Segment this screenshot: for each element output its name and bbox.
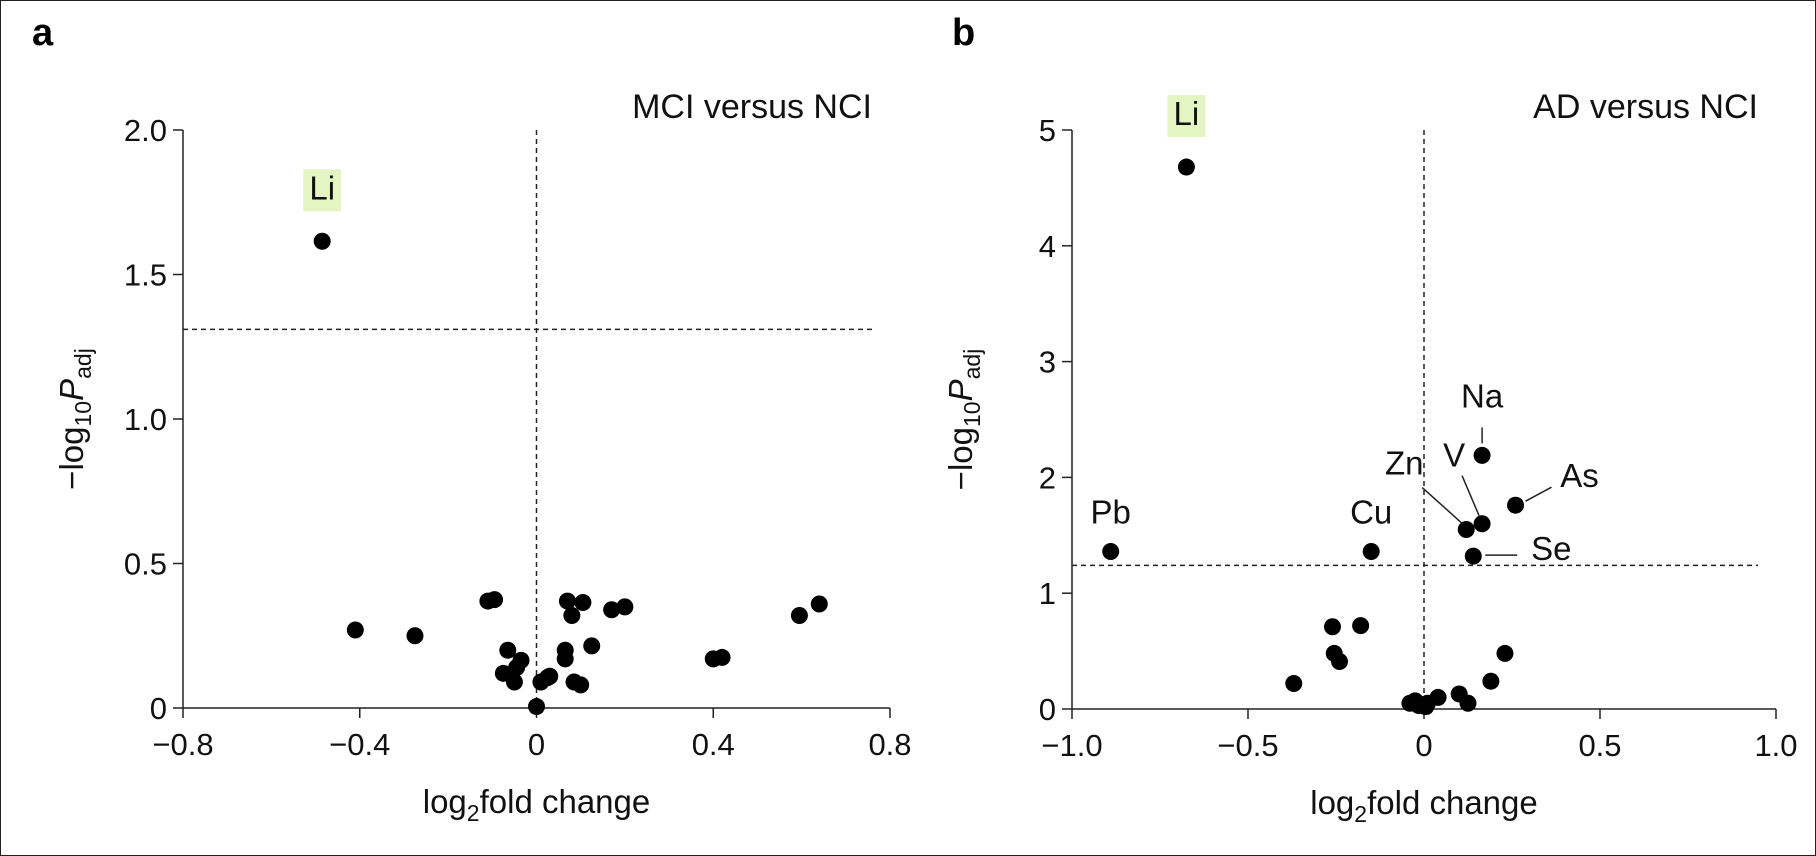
x-tick-label: −0.5 xyxy=(1217,728,1278,763)
data-point xyxy=(603,601,621,619)
point-label-pb: Pb xyxy=(1091,494,1131,531)
data-point xyxy=(486,591,504,609)
x-tick-label: −1.0 xyxy=(1041,728,1102,763)
point-label-zn: Zn xyxy=(1385,445,1424,482)
data-point xyxy=(810,595,828,613)
data-point xyxy=(1457,521,1475,539)
data-point xyxy=(790,607,808,625)
data-point xyxy=(528,698,545,716)
x-tick-label: 0.4 xyxy=(692,727,735,762)
point-label-li: Li xyxy=(1174,95,1200,132)
point-label-as: As xyxy=(1560,457,1599,494)
data-point xyxy=(713,648,731,666)
y-axis-label: −log10Padj xyxy=(942,349,985,491)
data-point xyxy=(563,607,581,625)
x-axis-label: log2fold change xyxy=(423,783,650,826)
x-tick-label: −0.8 xyxy=(152,727,213,762)
data-point xyxy=(1331,653,1349,671)
y-tick-label: 1 xyxy=(1039,576,1056,611)
y-tick-label: 2 xyxy=(1039,460,1056,495)
point-label-cu: Cu xyxy=(1350,494,1392,531)
x-tick-label: 0.5 xyxy=(1578,728,1621,763)
data-point xyxy=(1323,618,1341,636)
y-tick-label: 0.5 xyxy=(124,547,167,582)
data-point xyxy=(1352,617,1370,635)
y-tick-label: 1.0 xyxy=(124,402,167,437)
y-tick-label: 5 xyxy=(1039,113,1056,148)
label-highlight-box xyxy=(1167,95,1206,138)
data-point xyxy=(574,594,592,612)
y-axis-label: −log10Padj xyxy=(53,348,96,490)
data-point xyxy=(1459,694,1477,712)
label-leader-line xyxy=(1525,486,1552,502)
data-point xyxy=(406,627,424,645)
chart-title: AD versus NCI xyxy=(1533,88,1758,126)
point-label-se: Se xyxy=(1531,530,1571,567)
y-tick-label: 3 xyxy=(1039,345,1056,380)
data-point xyxy=(1177,158,1195,176)
y-tick-label: 0 xyxy=(1039,692,1056,727)
point-label-na: Na xyxy=(1461,377,1504,414)
label-leader-line xyxy=(1421,486,1463,525)
data-point xyxy=(512,651,530,669)
data-point xyxy=(616,598,634,616)
y-tick-label: 0 xyxy=(150,691,167,726)
data-point xyxy=(1285,675,1303,693)
data-point xyxy=(1102,543,1120,561)
data-point xyxy=(572,676,590,694)
data-point xyxy=(1496,644,1514,662)
data-point xyxy=(499,641,517,659)
label-highlight-box xyxy=(303,169,342,212)
point-label-v: V xyxy=(1443,437,1465,474)
chart-panel-a: 0 0.5 1.0 1.5 2.0 −0.8 −0.4 0 0.4 0.8 MCI versus N… xyxy=(53,88,912,826)
label-leader-line xyxy=(1461,475,1480,517)
data-point xyxy=(1482,672,1500,690)
y-tick-label: 2.0 xyxy=(124,113,167,148)
data-point xyxy=(346,621,364,639)
data-point xyxy=(541,667,559,685)
x-tick-label: 0 xyxy=(1415,728,1432,763)
data-point xyxy=(505,673,523,691)
data-point xyxy=(558,592,576,610)
y-tick-label: 1.5 xyxy=(124,258,167,293)
data-point xyxy=(1362,543,1380,561)
y-tick-label: 4 xyxy=(1039,229,1056,264)
x-tick-label: −0.4 xyxy=(329,727,390,762)
x-tick-label: 1.0 xyxy=(1754,728,1797,763)
data-point xyxy=(1464,547,1482,565)
x-tick-label: 0.8 xyxy=(868,727,911,762)
data-point xyxy=(1507,496,1525,514)
x-tick-label: 0 xyxy=(528,727,545,762)
x-axis-label: log2fold change xyxy=(1310,784,1537,827)
data-point xyxy=(313,232,331,250)
panel-a-letter: a xyxy=(32,12,54,54)
data-point xyxy=(556,641,574,659)
data-point xyxy=(1429,688,1447,706)
chart-panel-b: 0 1 2 3 4 5 −1.0 −0.5 0 0.5 1.0 AD versus NCI log2fo… xyxy=(942,88,1798,827)
data-point xyxy=(583,637,601,655)
panel-b-letter: b xyxy=(952,12,976,54)
point-label-li: Li xyxy=(309,169,335,206)
chart-title: MCI versus NCI xyxy=(632,88,872,126)
data-point xyxy=(1473,446,1491,464)
data-point xyxy=(1473,515,1491,533)
